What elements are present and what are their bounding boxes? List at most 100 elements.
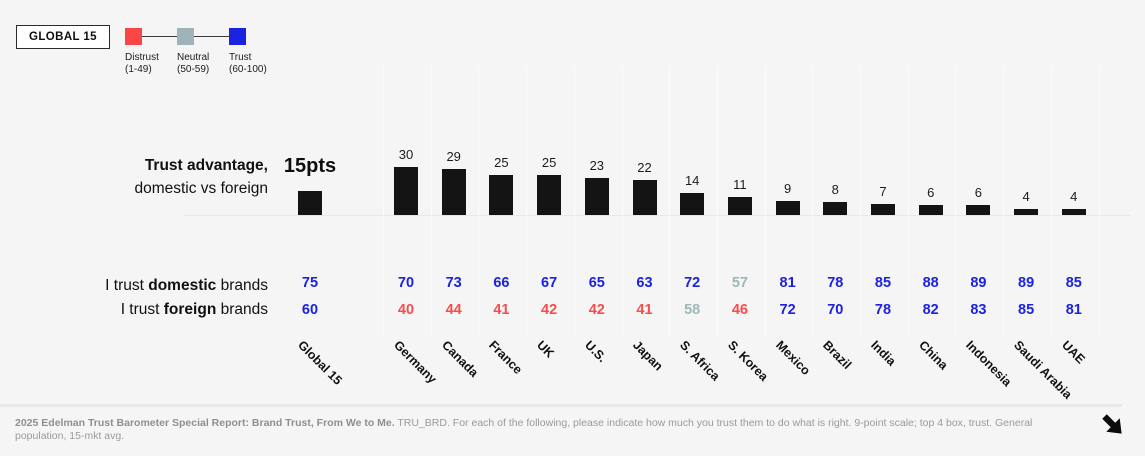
domestic-trust-value-global-15: 75: [301, 275, 319, 291]
chart-gridline: [812, 65, 814, 338]
chart-gridline: [1098, 65, 1100, 338]
foreign-trust-value-u-s: 42: [588, 302, 605, 318]
advantage-value-india: 7: [879, 184, 887, 199]
advantage-bar-mexico: [775, 201, 800, 215]
advantage-value-saudi-arabia: 4: [1022, 189, 1030, 204]
foreign-row-suffix: brands: [216, 301, 268, 318]
foreign-trust-value-japan: 41: [636, 302, 653, 318]
foreign-trust-value-mexico: 72: [779, 302, 796, 318]
foreign-trust-value-china: 82: [922, 302, 939, 318]
category-label-global-15: Global 15: [295, 338, 345, 388]
advantage-bar-global-15: [298, 191, 322, 215]
category-label-japan: Japan: [629, 338, 666, 374]
advantage-bar-brazil: [823, 202, 848, 215]
domestic-trust-value-u-s: 65: [588, 275, 605, 291]
chart-gridline: [621, 65, 623, 338]
chart-gridline: [716, 65, 718, 338]
advantage-bar-u-s: [584, 178, 609, 215]
foreign-trust-value-canada: 44: [445, 302, 462, 318]
foreign-trust-value-uae: 81: [1065, 302, 1082, 318]
domestic-trust-value-mexico: 81: [779, 275, 796, 291]
domestic-trust-value-saudi-arabia: 89: [1018, 275, 1035, 291]
advantage-bar-s-korea: [727, 197, 752, 215]
category-label-uk: UK: [534, 338, 557, 361]
chart-baseline: [183, 215, 1130, 216]
category-label-indonesia: Indonesia: [963, 338, 1015, 390]
foreign-trust-value-indonesia: 83: [970, 302, 987, 318]
foreign-row-bold-word: foreign: [163, 301, 217, 318]
domestic-trust-value-s-korea: 57: [731, 275, 748, 291]
advantage-bar-canada: [441, 169, 466, 215]
domestic-trust-value-france: 66: [493, 275, 510, 291]
category-label-germany: Germany: [391, 338, 440, 387]
advantage-bar-france: [489, 175, 514, 215]
foreign-trust-value-s-korea: 46: [731, 302, 748, 318]
advantage-value-mexico: 9: [783, 181, 792, 196]
advantage-value-s-africa: 14: [684, 173, 700, 188]
chart-gridline: [669, 65, 671, 338]
foreign-trust-value-germany: 40: [397, 302, 415, 318]
foreign-trust-value-global-15: 60: [301, 302, 319, 318]
domestic-trust-value-uae: 85: [1065, 275, 1082, 291]
advantage-value-japan: 22: [637, 160, 652, 175]
chart-gridline: [1050, 65, 1052, 338]
advantage-value-indonesia: 6: [974, 185, 982, 200]
advantage-value-china: 6: [927, 185, 935, 200]
global-15-tag: GLOBAL 15: [16, 25, 110, 49]
category-label-india: India: [868, 338, 899, 369]
advantage-bar-uae: [1061, 209, 1086, 215]
foreign-row-label: I trust foreign brands: [0, 301, 268, 318]
foreign-trust-value-brazil: 70: [827, 302, 844, 318]
foreign-trust-value-uk: 42: [541, 302, 558, 318]
domestic-trust-value-indonesia: 89: [970, 275, 987, 291]
chart-gridline: [383, 65, 384, 338]
domestic-trust-value-uk: 67: [541, 275, 558, 291]
advantage-bar-saudi-arabia: [1014, 209, 1039, 215]
foreign-trust-value-s-africa: 58: [684, 302, 701, 318]
advantage-value-global-15: 15pts: [283, 155, 337, 177]
advantage-bar-s-africa: [680, 193, 705, 215]
chart-gridline: [430, 65, 432, 338]
category-label-s-korea: S. Korea: [724, 338, 771, 384]
category-label-china: China: [915, 338, 951, 373]
global-15-tag-label: GLOBAL 15: [29, 31, 97, 43]
category-label-s-africa: S. Africa: [677, 338, 723, 384]
footer-source-bold: 2025 Edelman Trust Barometer Special Rep…: [15, 417, 395, 429]
chart-gridline: [764, 65, 766, 338]
next-arrow-icon[interactable]: [1098, 410, 1130, 442]
advantage-bar-india: [871, 204, 895, 215]
advantage-value-france: 25: [494, 155, 509, 170]
footer-source-text: 2025 Edelman Trust Barometer Special Rep…: [15, 417, 1075, 443]
foreign-trust-value-france: 41: [493, 302, 510, 318]
chart-gridline: [573, 65, 575, 338]
advantage-value-germany: 30: [398, 147, 414, 162]
chart-gridline: [1003, 65, 1005, 338]
category-label-uae: UAE: [1058, 338, 1088, 367]
domestic-trust-value-germany: 70: [397, 275, 415, 291]
category-label-mexico: Mexico: [772, 338, 813, 378]
foreign-trust-value-saudi-arabia: 85: [1018, 302, 1035, 318]
advantage-bar-germany: [394, 167, 418, 215]
domestic-row-bold-word: domestic: [148, 277, 217, 294]
domestic-row-prefix: I trust: [105, 277, 149, 294]
domestic-trust-value-india: 85: [874, 275, 892, 291]
foreign-row-prefix: I trust: [120, 301, 164, 318]
advantage-value-uk: 25: [541, 155, 557, 170]
advantage-value-canada: 29: [446, 149, 461, 164]
domestic-row-label: I trust domestic brands: [0, 277, 268, 294]
domestic-trust-value-canada: 73: [445, 275, 462, 291]
footer-source-rest: TRU_BRD. For each of the following, plea…: [15, 417, 1033, 442]
category-label-brazil: Brazil: [820, 338, 855, 372]
chart-title-line2: domestic vs foreign: [134, 180, 268, 197]
domestic-trust-value-s-africa: 72: [684, 275, 701, 291]
chart-title: Trust advantage, domestic vs foreign: [0, 154, 268, 200]
advantage-value-brazil: 8: [831, 182, 839, 197]
chart-gridline: [526, 65, 528, 338]
domestic-row-suffix: brands: [216, 277, 268, 294]
category-label-canada: Canada: [438, 338, 481, 380]
advantage-value-uae: 4: [1070, 189, 1078, 204]
chart-gridline: [955, 65, 957, 338]
chart-gridline: [860, 65, 861, 338]
chart-gridline: [907, 65, 909, 338]
category-label-france: France: [486, 338, 526, 377]
